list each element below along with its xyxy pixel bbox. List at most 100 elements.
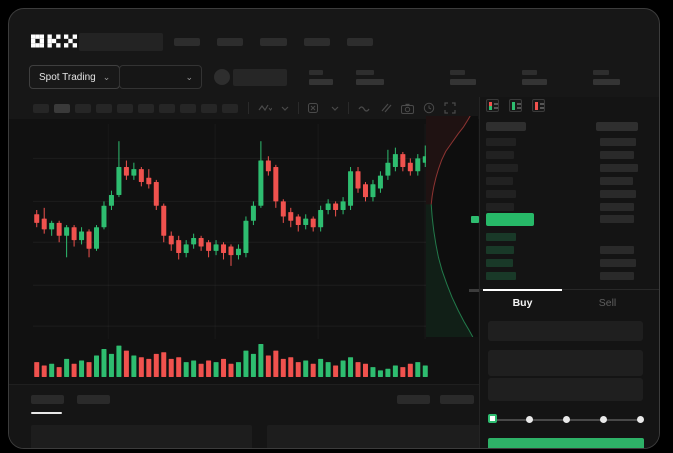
tab-order-history[interactable] [77, 395, 110, 404]
orderbook-row[interactable] [480, 149, 659, 162]
orderbook-row[interactable] [480, 136, 659, 149]
account-placeholder-bar [233, 69, 287, 86]
price-bar [486, 190, 516, 198]
price-bar [486, 138, 516, 146]
orders-filter-placeholder[interactable] [440, 395, 474, 404]
price-bar [486, 177, 513, 185]
stat-label-bar [522, 70, 537, 75]
timeframe-button[interactable] [96, 103, 112, 113]
avatar[interactable] [214, 69, 230, 85]
nav-item-placeholder[interactable] [174, 38, 200, 46]
price-bar [486, 164, 518, 172]
stat-value-bar [593, 79, 620, 85]
amount-bar [600, 177, 633, 185]
logo-placeholder-bar [79, 33, 163, 51]
app-window: Spot Trading ⌄ ⌄ [8, 8, 660, 449]
amount-bar [600, 164, 638, 172]
orderbook-row[interactable] [480, 244, 659, 257]
header-stats-right [450, 70, 620, 85]
compare-lines-icon[interactable] [380, 102, 392, 114]
timeframe-button[interactable] [201, 103, 217, 113]
divider [298, 102, 299, 114]
orders-filter-placeholder[interactable] [397, 395, 430, 404]
slider-stop[interactable] [563, 416, 570, 423]
slider-stop[interactable] [600, 416, 607, 423]
nav-item-placeholder[interactable] [347, 38, 373, 46]
timeframe-button[interactable] [180, 103, 196, 113]
trade-input-field[interactable] [488, 321, 643, 341]
amount-bar [600, 151, 634, 159]
orderbook-amount-header [596, 122, 638, 131]
wave-icon[interactable] [358, 103, 371, 113]
orderbook-row[interactable] [480, 270, 659, 283]
header-stats-left [309, 70, 384, 85]
 [535, 106, 538, 110]
buy-submit-button[interactable] [488, 438, 644, 448]
fx-indicator-icon[interactable] [308, 102, 322, 114]
amount-slider[interactable] [488, 411, 648, 429]
amount-bar [600, 272, 634, 280]
timer-icon[interactable] [423, 102, 435, 114]
 [512, 106, 515, 110]
nav-item-placeholder[interactable] [304, 38, 330, 46]
nav-item-placeholder[interactable] [217, 38, 243, 46]
orderbook-amount-bar [600, 215, 634, 223]
orders-history-section [9, 384, 485, 448]
chevron-down-icon[interactable] [281, 104, 289, 112]
chevron-down-icon[interactable] [331, 104, 339, 112]
slider-stop[interactable] [488, 414, 497, 423]
volume-chart [34, 344, 428, 377]
 [535, 102, 538, 106]
orders-panel-placeholder [31, 425, 252, 448]
trade-input-field[interactable] [488, 350, 643, 376]
orderbook-row[interactable] [480, 188, 659, 201]
orderbook-row[interactable] [480, 175, 659, 188]
spot-trading-selector[interactable]: Spot Trading ⌄ [29, 65, 121, 89]
 [517, 107, 521, 109]
book-split-icon[interactable] [486, 99, 499, 112]
header-stat-group [356, 70, 384, 85]
price-bar [486, 272, 516, 280]
tab-open-orders[interactable] [31, 395, 64, 404]
tab-sell[interactable]: Sell [598, 297, 617, 309]
orders-panel-placeholder [267, 425, 485, 448]
stat-value-bar [309, 79, 333, 85]
slider-stop[interactable] [637, 416, 644, 423]
price-axis-tick [469, 289, 479, 292]
timeframe-button[interactable] [75, 103, 91, 113]
orderbook-row[interactable] [480, 231, 659, 244]
timeframe-button[interactable] [54, 103, 70, 113]
timeframe-button[interactable] [159, 103, 175, 113]
timeframe-button[interactable] [117, 103, 133, 113]
slider-stop[interactable] [526, 416, 533, 423]
book-sells-icon[interactable] [532, 99, 545, 112]
pair-dropdown[interactable]: ⌄ [119, 65, 202, 89]
 [517, 103, 521, 105]
candlestick-chart-panel[interactable] [9, 116, 479, 384]
timeframe-button[interactable] [33, 103, 49, 113]
candlestick-chart [33, 141, 429, 327]
timeframe-button[interactable] [138, 103, 154, 113]
nav-item-placeholder[interactable] [260, 38, 287, 46]
price-bar [486, 246, 514, 254]
stat-label-bar [309, 70, 323, 75]
indicators-zigzag-icon[interactable] [258, 102, 272, 114]
stat-label-bar [356, 70, 374, 75]
trade-input-field[interactable] [488, 378, 643, 401]
orderbook-row[interactable] [480, 257, 659, 270]
book-buys-icon[interactable] [509, 99, 522, 112]
spot-trading-label: Spot Trading [39, 71, 96, 83]
okx-logo[interactable] [31, 34, 77, 48]
camera-icon[interactable] [401, 103, 414, 114]
timeframe-button[interactable] [222, 103, 238, 113]
orderbook-last-price[interactable] [486, 213, 534, 226]
chart-toolbar [9, 97, 479, 119]
amount-bar [600, 246, 634, 254]
orderbook-row[interactable] [480, 162, 659, 175]
tab-buy[interactable]: Buy [480, 289, 565, 315]
active-tab-indicator [31, 412, 62, 414]
fullscreen-icon[interactable] [444, 102, 456, 114]
price-bar [486, 203, 514, 211]
divider [348, 102, 349, 114]
orderbook-row[interactable] [480, 201, 659, 214]
